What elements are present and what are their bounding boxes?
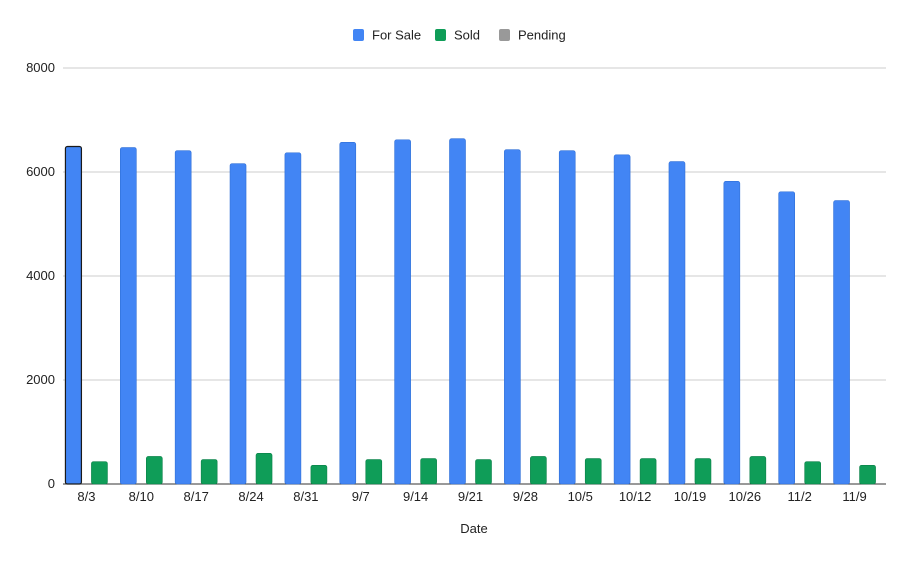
legend-swatch: [499, 29, 510, 41]
bar-sold: [694, 458, 712, 485]
bar-sold: [310, 464, 328, 485]
x-tick-label: 8/10: [129, 489, 154, 504]
legend-swatch: [435, 29, 446, 41]
bar-for-sale: [613, 154, 631, 485]
bar-sold: [530, 456, 547, 485]
bar-sold: [420, 458, 437, 485]
gridlines: [63, 67, 886, 485]
bar-sold: [255, 453, 273, 485]
bar-sold: [91, 461, 108, 485]
bar-for-sale: [174, 150, 192, 485]
bar-for-sale: [449, 138, 466, 485]
legend-label: Pending: [518, 28, 566, 43]
y-tick-label: 8000: [26, 60, 55, 75]
bar-for-sale: [723, 181, 741, 485]
x-tick-label: 8/17: [184, 489, 209, 504]
y-tick-label: 6000: [26, 164, 55, 179]
bar-sold: [584, 458, 602, 485]
bar-sold: [859, 464, 876, 485]
legend-label: For Sale: [372, 28, 421, 43]
x-axis-title: Date: [460, 521, 487, 536]
bar-for-sale: [229, 163, 247, 485]
bar-sold: [146, 456, 163, 485]
bar-for-sale: [120, 147, 137, 485]
x-tick-label: 9/21: [458, 489, 483, 504]
bar-sold: [475, 459, 492, 485]
x-tick-label: 10/12: [619, 489, 652, 504]
bar-for-sale: [833, 200, 850, 485]
x-tick-label: 8/31: [293, 489, 318, 504]
y-tick-label: 4000: [26, 268, 55, 283]
legend-label: Sold: [454, 28, 480, 43]
bars: [64, 138, 876, 485]
bar-sold: [365, 459, 383, 485]
bar-sold: [749, 456, 767, 485]
x-tick-label: 9/7: [352, 489, 370, 504]
legend-swatch: [353, 29, 364, 41]
legend: For Sale Sold Pending: [353, 28, 566, 43]
bar-for-sale: [64, 145, 83, 485]
x-tick-label: 9/14: [403, 489, 428, 504]
x-axis-ticks: 8/3 8/10 8/17 8/24 8/31 9/7 9/14 9/21 9/28 10/5 10…: [77, 489, 866, 504]
bar-for-sale: [668, 161, 686, 485]
bar-for-sale: [394, 139, 411, 485]
bar-for-sale: [284, 152, 302, 485]
bar-for-sale: [339, 142, 357, 485]
x-tick-label: 10/26: [729, 489, 762, 504]
x-tick-label: 9/28: [513, 489, 538, 504]
bar-for-sale: [778, 191, 796, 485]
x-tick-label: 11/2: [788, 489, 812, 504]
bar-for-sale: [558, 150, 576, 485]
x-tick-label: 8/3: [77, 489, 95, 504]
bar-sold: [804, 461, 822, 485]
bar-sold: [639, 458, 657, 485]
y-tick-label: 2000: [26, 372, 55, 387]
x-tick-label: 11/9: [842, 489, 866, 504]
bar-sold: [200, 459, 218, 485]
x-tick-label: 10/5: [568, 489, 593, 504]
y-tick-label: 0: [48, 476, 55, 491]
x-tick-label: 8/24: [238, 489, 263, 504]
x-tick-label: 10/19: [674, 489, 707, 504]
bar-for-sale: [504, 149, 521, 485]
y-axis-ticks: 0 2000 4000 6000 8000: [26, 60, 55, 491]
